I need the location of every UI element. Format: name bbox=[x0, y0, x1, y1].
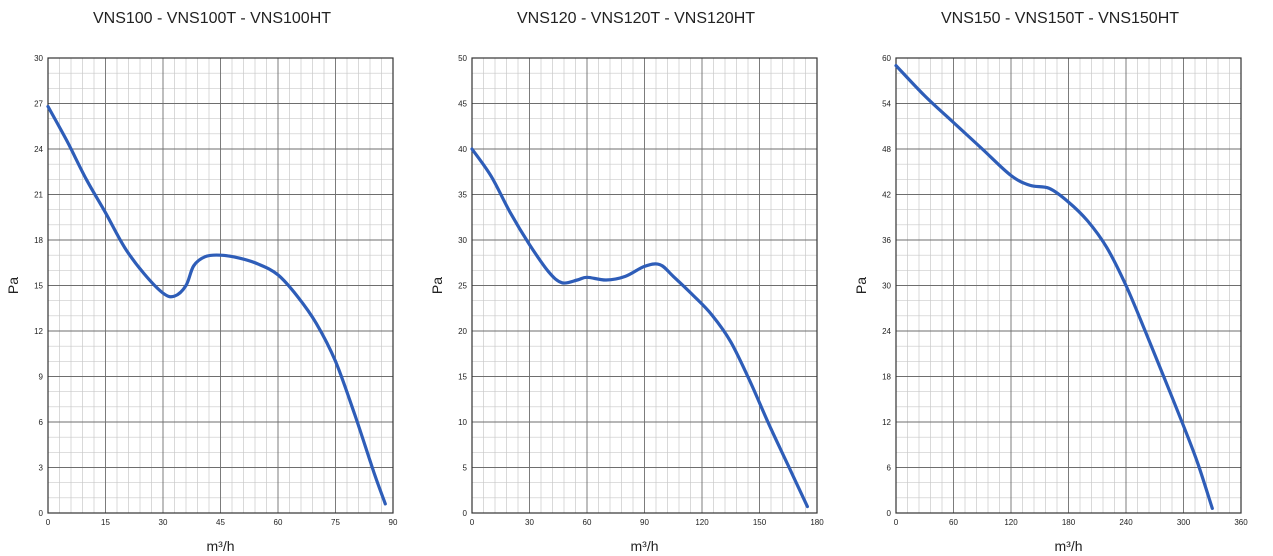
x-axis-label: m³/h bbox=[207, 538, 235, 554]
chart-title: VNS100 - VNS100T - VNS100HT bbox=[92, 10, 332, 27]
series-line bbox=[470, 147, 809, 509]
series-line bbox=[46, 104, 387, 506]
x-tick-label: 120 bbox=[695, 518, 709, 527]
chart-panel-vns100: VNS100 - VNS100T - VNS100HT 0 3 6 9 12 15 18 21… bbox=[0, 0, 424, 556]
x-tick-label: 60 bbox=[274, 518, 283, 527]
y-tick-label: 12 bbox=[34, 327, 43, 336]
y-tick-label: 10 bbox=[458, 418, 467, 427]
plot-frame bbox=[895, 57, 1242, 514]
y-tick-label: 45 bbox=[458, 100, 467, 109]
y-tick-label: 30 bbox=[458, 236, 467, 245]
chart-svg: 0 5 10 15 20 25 30 35 40 45 50 0 30 60 90 120 150 180 Pa m³… bbox=[429, 54, 824, 554]
y-tick-label: 21 bbox=[34, 191, 43, 200]
y-tick-label: 60 bbox=[882, 54, 891, 63]
chart-title: VNS150 - VNS150T - VNS150HT bbox=[940, 10, 1180, 27]
y-tick-label: 40 bbox=[458, 145, 467, 154]
y-tick-label: 0 bbox=[39, 509, 44, 518]
y-tick-label: 30 bbox=[882, 282, 891, 291]
x-axis-label: m³/h bbox=[631, 538, 659, 554]
plot-frame bbox=[47, 57, 394, 514]
x-tick-label: 60 bbox=[583, 518, 592, 527]
y-tick-label: 24 bbox=[882, 327, 891, 336]
y-tick-label: 12 bbox=[882, 418, 891, 427]
y-tick-label: 6 bbox=[39, 418, 44, 427]
x-tick-label: 120 bbox=[1004, 518, 1018, 527]
y-tick-label: 30 bbox=[34, 54, 43, 63]
y-axis-label: Pa bbox=[429, 277, 445, 294]
chart-svg: 0 6 12 18 24 30 36 42 48 54 60 0 60 120 180 240 300 360 Pa… bbox=[853, 54, 1248, 554]
chart-title: VNS120 - VNS120T - VNS120HT bbox=[516, 10, 756, 27]
y-tick-label: 0 bbox=[463, 509, 468, 518]
plot-frame bbox=[471, 57, 818, 514]
y-tick-label: 35 bbox=[458, 191, 467, 200]
chart-svg: 0 3 6 9 12 15 18 21 24 27 30 0 15 30 45 60 75 90 Pa m³/h bbox=[5, 54, 398, 554]
y-tick-label: 24 bbox=[34, 145, 43, 154]
x-tick-label: 240 bbox=[1119, 518, 1133, 527]
y-tick-label: 20 bbox=[458, 327, 467, 336]
y-tick-label: 42 bbox=[882, 191, 891, 200]
x-tick-label: 30 bbox=[525, 518, 534, 527]
x-tick-label: 90 bbox=[640, 518, 649, 527]
y-axis-label: Pa bbox=[5, 277, 21, 294]
y-tick-label: 54 bbox=[882, 100, 891, 109]
x-tick-label: 45 bbox=[216, 518, 225, 527]
x-tick-label: 15 bbox=[101, 518, 110, 527]
x-tick-label: 0 bbox=[46, 518, 51, 527]
y-tick-label: 5 bbox=[463, 464, 468, 473]
y-tick-label: 15 bbox=[458, 373, 467, 382]
x-tick-label: 180 bbox=[1062, 518, 1076, 527]
x-tick-label: 150 bbox=[753, 518, 767, 527]
chart-panel-vns150: VNS150 - VNS150T - VNS150HT 0 6 12 18 24 30 36… bbox=[848, 0, 1272, 556]
y-tick-label: 18 bbox=[882, 373, 891, 382]
y-tick-label: 0 bbox=[887, 509, 892, 518]
y-tick-label: 27 bbox=[34, 100, 43, 109]
y-tick-label: 15 bbox=[34, 282, 43, 291]
y-tick-label: 25 bbox=[458, 282, 467, 291]
x-tick-label: 300 bbox=[1177, 518, 1191, 527]
chart-panel-vns120: VNS120 - VNS120T - VNS120HT 0 5 10 15 20 25 30… bbox=[424, 0, 848, 556]
y-tick-label: 36 bbox=[882, 236, 891, 245]
x-tick-label: 180 bbox=[810, 518, 824, 527]
y-axis-label: Pa bbox=[853, 277, 869, 294]
x-tick-label: 30 bbox=[159, 518, 168, 527]
x-tick-label: 60 bbox=[949, 518, 958, 527]
y-tick-label: 9 bbox=[39, 373, 44, 382]
y-tick-label: 3 bbox=[39, 464, 44, 473]
x-tick-label: 0 bbox=[470, 518, 475, 527]
series-line bbox=[894, 63, 1214, 510]
y-tick-label: 50 bbox=[458, 54, 467, 63]
y-tick-label: 48 bbox=[882, 145, 891, 154]
x-axis-label: m³/h bbox=[1055, 538, 1083, 554]
x-tick-label: 0 bbox=[894, 518, 899, 527]
y-tick-label: 18 bbox=[34, 236, 43, 245]
x-tick-label: 75 bbox=[331, 518, 340, 527]
x-tick-label: 90 bbox=[389, 518, 398, 527]
y-tick-label: 6 bbox=[887, 464, 892, 473]
x-tick-label: 360 bbox=[1234, 518, 1248, 527]
